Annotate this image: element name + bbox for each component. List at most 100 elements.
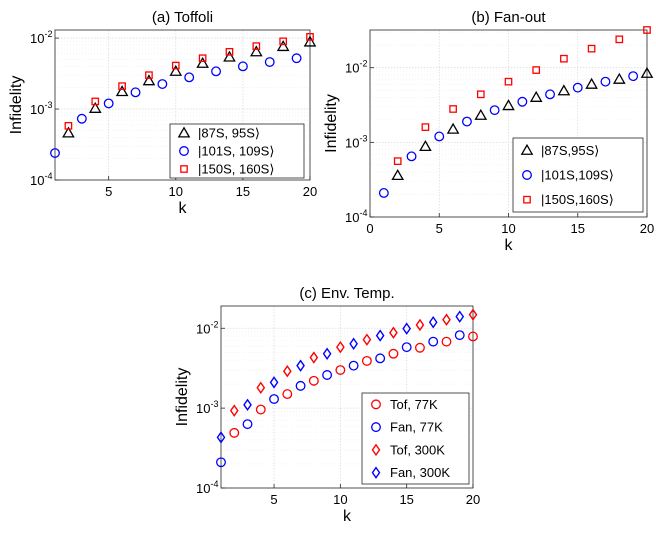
data-point [306, 33, 314, 41]
data-point [529, 90, 543, 102]
legend-marker [523, 195, 531, 204]
y-tick-exponent: -4 [359, 208, 367, 218]
legend-box [169, 123, 305, 179]
data-point [557, 84, 571, 96]
legend-entry-label: Tof, 77K [390, 397, 438, 412]
data-point [442, 313, 451, 326]
data-point [393, 157, 402, 166]
y-tick-exponent: -2 [44, 29, 52, 39]
data-point [225, 47, 234, 56]
data-point [587, 44, 596, 53]
x-tick-label: 15 [236, 184, 250, 199]
data-point [504, 77, 513, 86]
data-point [291, 53, 302, 64]
data-point [145, 71, 153, 80]
data-point [441, 336, 452, 347]
data-point [391, 168, 405, 181]
data-point [572, 82, 583, 93]
y-tick-exponent: -3 [44, 100, 52, 110]
data-point [264, 57, 275, 67]
data-point [449, 105, 457, 113]
data-point [446, 122, 460, 134]
data-point [115, 85, 129, 97]
data-point [362, 333, 372, 346]
x-axis-label: k [505, 237, 514, 254]
data-point [361, 355, 372, 366]
plot-frame [54, 29, 311, 181]
x-tick-label: 20 [640, 221, 654, 236]
data-point [103, 98, 114, 109]
data-point [157, 79, 168, 90]
y-tick-label: 10-2 [345, 59, 367, 76]
data-point [615, 35, 624, 44]
data-point [296, 359, 305, 372]
data-point [309, 351, 319, 364]
data-point [249, 45, 263, 57]
data-point [643, 26, 651, 34]
data-point [415, 318, 425, 332]
data-point [434, 131, 445, 142]
legend-marker [371, 399, 381, 410]
y-axis-label: Infidelity [174, 368, 191, 427]
data-point [348, 360, 359, 371]
data-point [269, 394, 280, 404]
legend: Tof, 77K Fan, 77K Tof, 300K Fan, 300K [361, 392, 470, 485]
data-point [62, 126, 75, 138]
data-point [279, 37, 288, 46]
x-tick-label: 5 [436, 221, 443, 236]
data-point [269, 376, 279, 389]
data-point [171, 61, 180, 70]
series-3 [64, 33, 314, 130]
data-point [454, 330, 465, 341]
x-tick-label: 15 [571, 221, 585, 236]
data-point [88, 101, 102, 113]
data-point [476, 90, 485, 99]
data-point [130, 87, 141, 98]
legend-entry-label: |101S,109S⟩ [541, 168, 614, 183]
y-axis-label: Infidelity [8, 76, 25, 135]
legend-box [512, 137, 644, 213]
data-point [628, 71, 639, 82]
data-point [223, 50, 236, 62]
data-point [378, 187, 389, 198]
data-point [91, 97, 100, 106]
data-point [455, 310, 465, 323]
data-point [295, 380, 306, 391]
legend-entry-label: |150S,160S⟩ [541, 192, 614, 207]
chart-panel-3: 10-4 10-3 10-2 5 10 15 20 (c) Env. Temp. k Infide… [174, 285, 480, 525]
y-tick-exponent: -4 [210, 479, 218, 489]
legend-entry-label: Fan, 77K [390, 420, 443, 435]
data-point [322, 347, 332, 360]
y-tick-label: 10-3 [30, 100, 52, 117]
x-tick-label: 5 [270, 492, 277, 507]
data-point [349, 337, 358, 350]
series-3 [393, 26, 651, 166]
data-point [336, 340, 345, 354]
data-point [282, 389, 293, 400]
data-point [308, 375, 319, 386]
y-tick-label: 10-4 [30, 171, 52, 188]
data-point [401, 342, 412, 353]
legend-marker [177, 126, 191, 138]
data-point [76, 113, 87, 124]
data-point [196, 56, 209, 68]
y-tick-label: 10-3 [196, 399, 218, 416]
data-point [229, 427, 240, 438]
data-point [468, 308, 478, 321]
data-point [142, 74, 156, 86]
series-1 [62, 35, 317, 138]
data-point [517, 96, 528, 107]
data-point [419, 139, 432, 152]
legend-marker [522, 170, 532, 180]
x-axis-label: k [179, 200, 188, 217]
y-tick-label: 10-2 [196, 319, 218, 336]
data-point [335, 365, 346, 375]
data-point [322, 370, 333, 380]
legend-marker [520, 143, 534, 155]
x-tick-label: 10 [501, 221, 515, 236]
data-point [402, 322, 412, 335]
chart-panel-2: 10-4 10-3 10-2 0 5 10 15 20 (b) Fan-out k Infideli… [323, 9, 654, 254]
x-tick-label: 5 [105, 184, 112, 199]
y-axis-label: Infidelity [323, 94, 340, 153]
